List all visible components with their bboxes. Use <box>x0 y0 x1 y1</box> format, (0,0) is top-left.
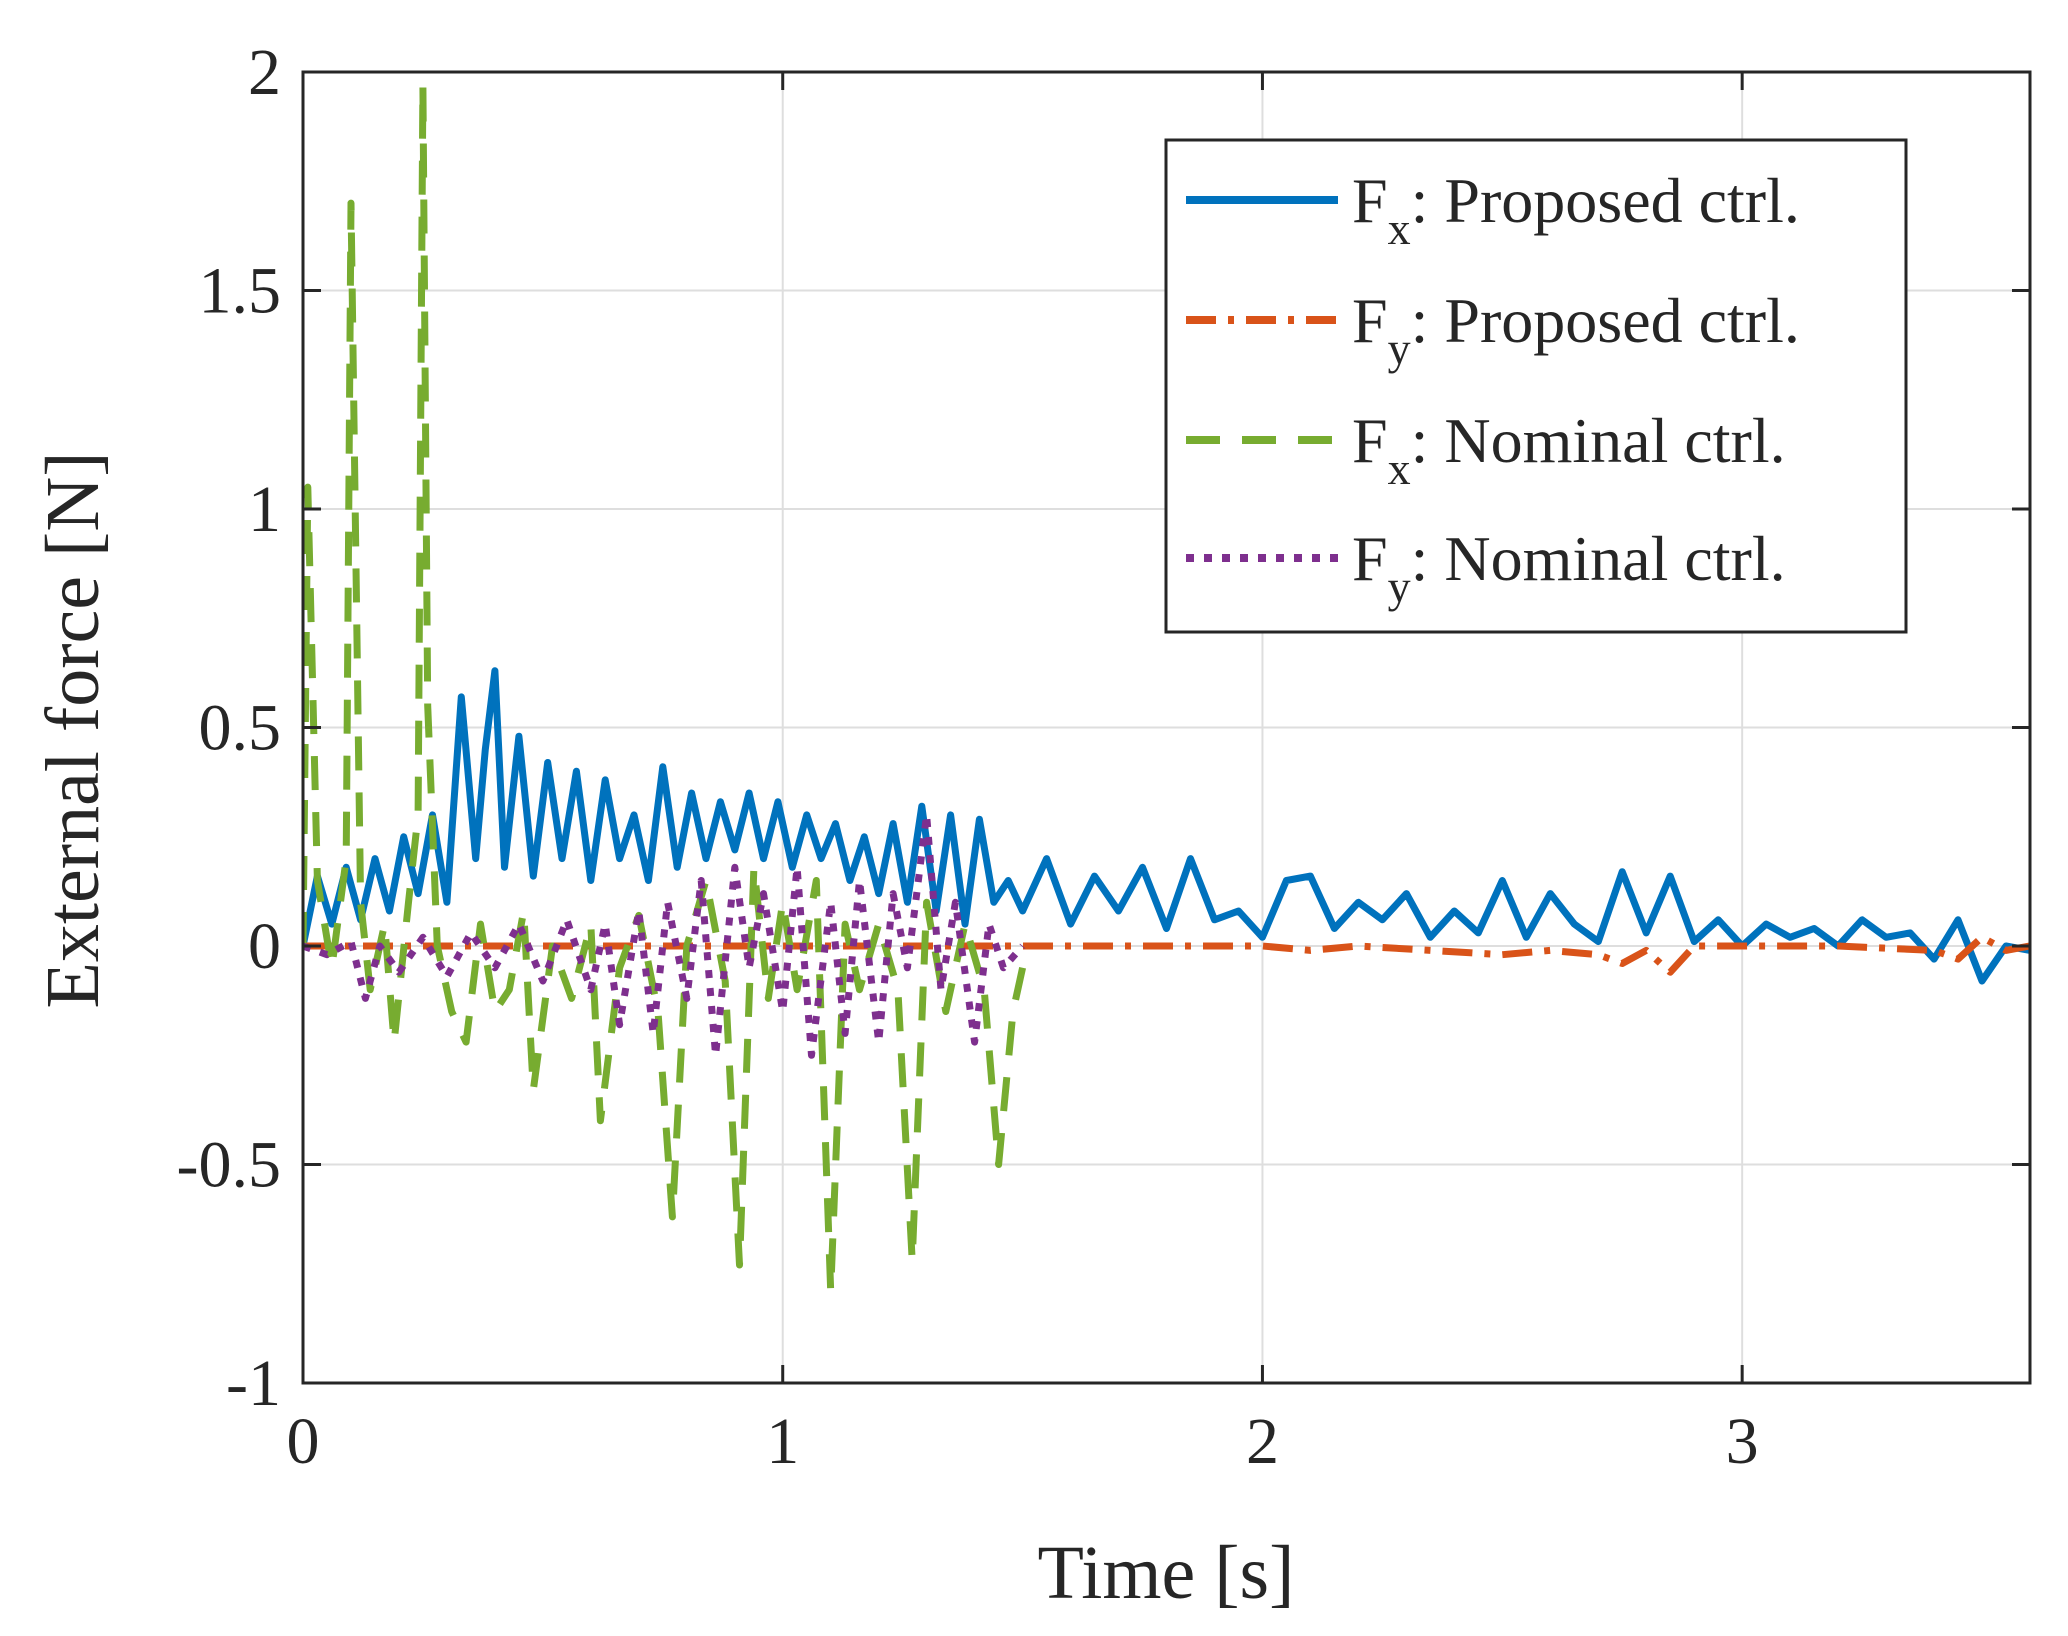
series-line-4 <box>303 811 1026 1059</box>
legend-entry-1: Fx: Proposed ctrl. <box>1352 165 1800 254</box>
legend-entry-3: Fx: Nominal ctrl. <box>1352 405 1786 494</box>
legend-entry-1-subscript: x <box>1388 203 1411 254</box>
legend-entry-4-symbol: F <box>1352 523 1388 594</box>
legend-swatches <box>1186 196 1338 562</box>
x-tick-label: 1 <box>766 1405 799 1478</box>
y-tick-label: 0 <box>248 910 281 983</box>
series-line-1 <box>303 667 2030 985</box>
legend-entry-2-subscript: y <box>1388 323 1411 374</box>
y-tick-label: -1 <box>226 1347 281 1420</box>
legend-entry-1-text: : Proposed ctrl. <box>1411 165 1800 236</box>
legend-entry-2: Fy: Proposed ctrl. <box>1352 285 1800 374</box>
legend-entry-4-text: : Nominal ctrl. <box>1411 523 1786 594</box>
y-axis-label: External force [N] <box>31 451 115 1008</box>
legend-entry-4: Fy: Nominal ctrl. <box>1352 523 1786 612</box>
x-tick-label: 0 <box>287 1405 320 1478</box>
y-tick-label: -0.5 <box>177 1129 281 1202</box>
legend-entry-4-subscript: y <box>1388 561 1411 612</box>
y-tick-label: 1.5 <box>199 255 282 328</box>
x-axis-label: Time [s] <box>1038 1531 1295 1615</box>
legend-entry-3-subscript: x <box>1388 443 1411 494</box>
y-tick-label: 0.5 <box>199 692 282 765</box>
legend-entry-2-symbol: F <box>1352 285 1388 356</box>
legend: Fx: Proposed ctrl. Fy: Proposed ctrl. Fx… <box>1164 138 1908 634</box>
tick-labels: 0 1 2 3 -1 -0.5 0 0.5 1 1.5 2 <box>177 36 1759 1478</box>
y-tick-label: 2 <box>248 36 281 109</box>
legend-entry-2-text: : Proposed ctrl. <box>1411 285 1800 356</box>
x-tick-label: 2 <box>1246 1405 1279 1478</box>
ticks <box>301 70 2030 1385</box>
legend-entry-1-symbol: F <box>1352 165 1388 236</box>
series-layer <box>303 81 2030 1295</box>
legend-entry-3-symbol: F <box>1352 405 1388 476</box>
x-tick-label: 3 <box>1726 1405 1759 1478</box>
y-tick-label: 1 <box>248 473 281 546</box>
legend-box <box>1164 138 1908 634</box>
legend-entry-3-text: : Nominal ctrl. <box>1411 405 1786 476</box>
